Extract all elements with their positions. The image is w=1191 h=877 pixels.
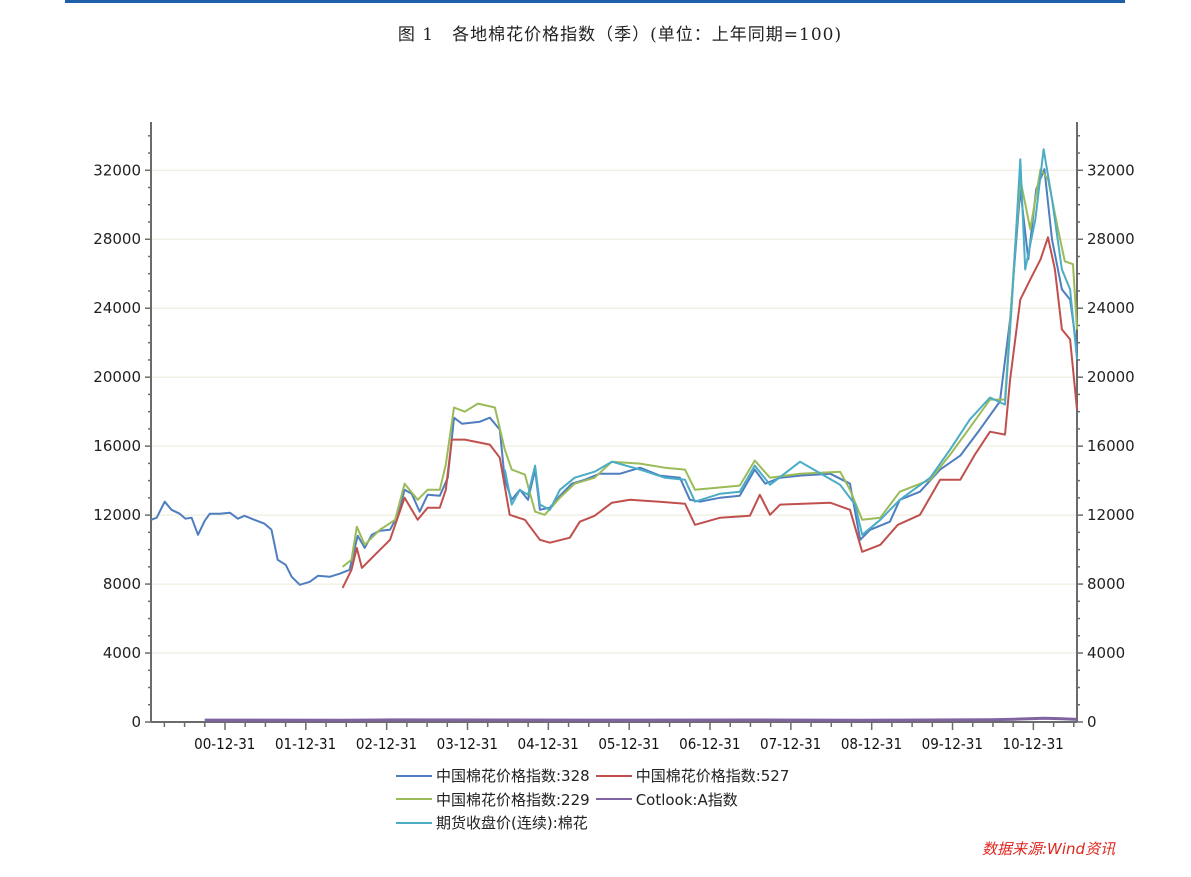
chart-title: 图 1 各地棉花价格指数（季）(单位：上年同期=100) (397, 25, 843, 45)
legend-item: 中国棉花价格指数:229 (396, 789, 590, 810)
y-tick-label: 4000 (103, 644, 141, 662)
y-tick-label: 12000 (93, 506, 141, 524)
y-tick-label-right: 12000 (1087, 506, 1135, 524)
legend-swatch (595, 774, 632, 777)
y-tick-label: 28000 (93, 230, 141, 248)
x-tick-label: 08-12-31 (841, 735, 902, 753)
legend: 中国棉花价格指数:328 中国棉花价格指数:527 中国棉花价格指数:229 Cotl… (396, 764, 795, 835)
x-tick-label: 06-12-31 (679, 735, 740, 753)
x-tick-label: 04-12-31 (517, 735, 578, 753)
legend-label: Cotlook:A指数 (635, 790, 738, 809)
series-line-5 (503, 148, 1078, 536)
legend-row: 中国棉花价格指数:328 中国棉花价格指数:527 (396, 764, 795, 788)
y-tick-label: 20000 (93, 368, 141, 386)
x-tick-label: 03-12-31 (437, 735, 498, 753)
y-tick-label: 16000 (93, 437, 141, 455)
x-tick-label: 09-12-31 (922, 735, 983, 753)
series-line-2 (341, 236, 1078, 589)
y-tick-label-right: 0 (1087, 713, 1097, 731)
x-tick-label: 05-12-31 (598, 735, 659, 753)
y-tick-label: 24000 (93, 299, 141, 317)
y-tick-label: 0 (131, 713, 141, 731)
legend-item: 中国棉花价格指数:328 (396, 765, 590, 786)
top-rule (65, 0, 1125, 3)
legend-label: 期货收盘价(连续):棉花 (436, 814, 588, 833)
y-tick-label-right: 28000 (1087, 230, 1135, 248)
x-tick-label: 07-12-31 (760, 735, 821, 753)
legend-label: 中国棉花价格指数:328 (436, 767, 590, 786)
legend-swatch (396, 821, 432, 824)
source-note: 数据来源:Wind资讯 (982, 840, 1116, 858)
y-tick-label: 32000 (93, 161, 141, 179)
series-line-3 (341, 168, 1078, 568)
y-tick-label-right: 24000 (1087, 299, 1135, 317)
y-tick-label-right: 8000 (1087, 575, 1125, 593)
series-line-1 (150, 168, 1078, 586)
y-tick-label-right: 16000 (1087, 437, 1135, 455)
x-tick-label: 00-12-31 (194, 735, 255, 753)
y-tick-label-right: 4000 (1087, 644, 1125, 662)
legend-swatch (396, 774, 432, 777)
legend-swatch (595, 798, 632, 801)
x-tick-label: 10-12-31 (1003, 735, 1064, 753)
y-tick-label-right: 20000 (1087, 368, 1135, 386)
legend-row: 期货收盘价(连续):棉花 (396, 811, 795, 835)
legend-row: 中国棉花价格指数:229 Cotlook:A指数 (396, 788, 795, 812)
y-tick-label: 8000 (103, 575, 141, 593)
legend-label: 中国棉花价格指数:229 (436, 790, 590, 809)
legend-swatch (396, 798, 432, 801)
legend-item: 中国棉花价格指数:527 (595, 765, 790, 786)
legend-label: 中国棉花价格指数:527 (635, 767, 790, 786)
legend-item: Cotlook:A指数 (595, 789, 738, 810)
series-line-4 (204, 716, 1078, 722)
legend-item: 期货收盘价(连续):棉花 (396, 812, 588, 833)
y-tick-label-right: 32000 (1087, 161, 1135, 179)
x-tick-label: 02-12-31 (356, 735, 417, 753)
x-tick-label: 01-12-31 (275, 735, 336, 753)
